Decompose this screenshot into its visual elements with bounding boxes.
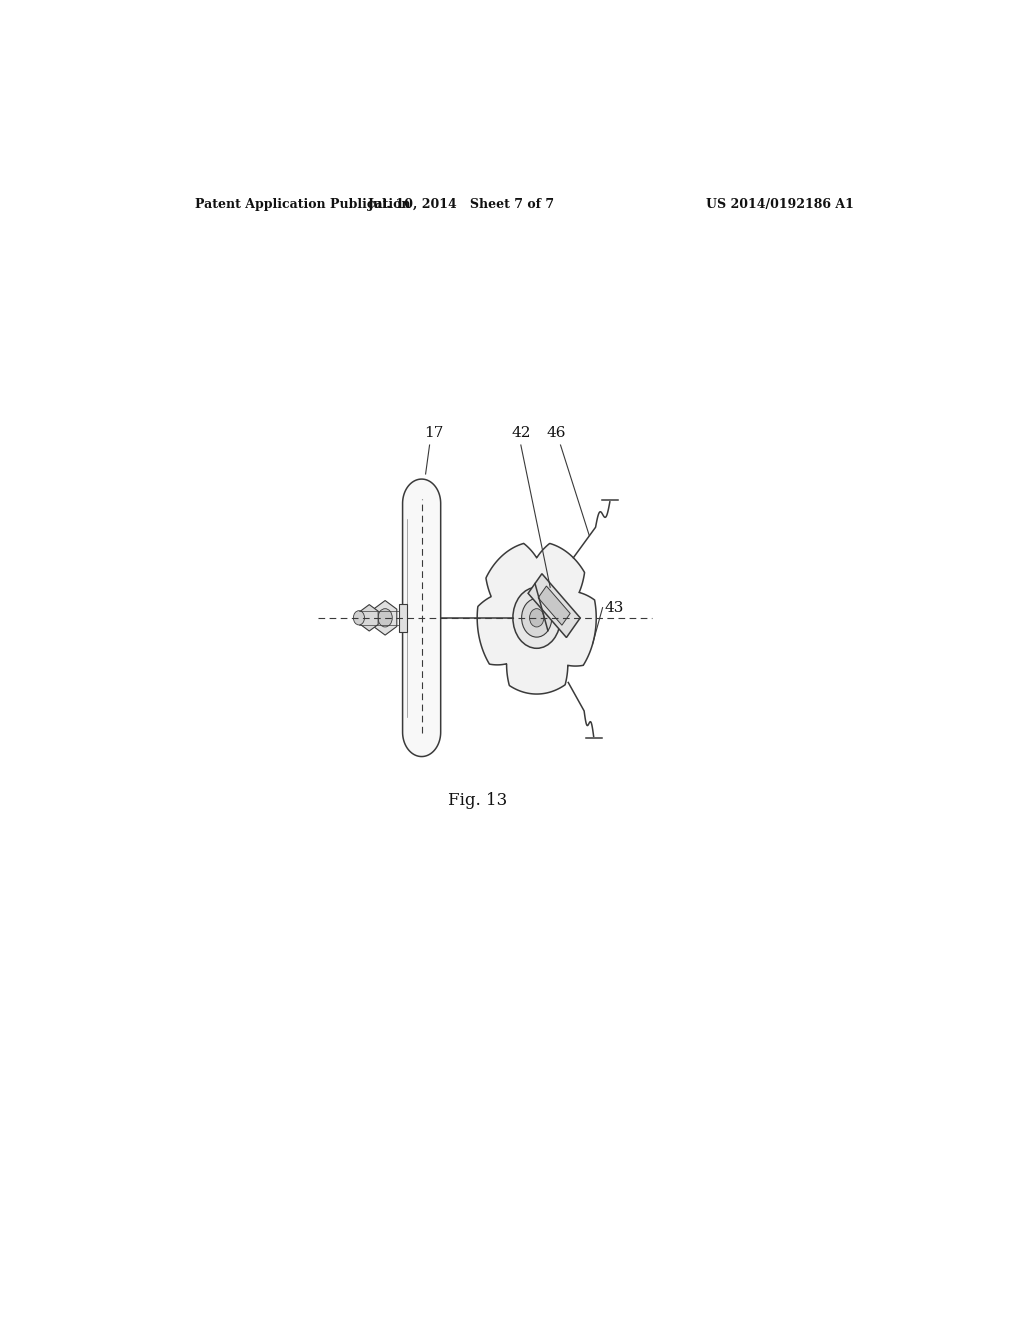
Polygon shape: [374, 601, 397, 635]
Text: 43: 43: [604, 601, 624, 615]
Polygon shape: [539, 586, 570, 626]
Circle shape: [353, 611, 365, 624]
Circle shape: [529, 609, 544, 627]
Text: US 2014/0192186 A1: US 2014/0192186 A1: [707, 198, 854, 211]
Circle shape: [378, 609, 392, 627]
Circle shape: [521, 598, 552, 638]
Polygon shape: [477, 544, 596, 694]
Text: Jul. 10, 2014   Sheet 7 of 7: Jul. 10, 2014 Sheet 7 of 7: [368, 198, 555, 211]
Text: 17: 17: [424, 426, 443, 440]
Text: Patent Application Publication: Patent Application Publication: [196, 198, 411, 211]
Circle shape: [513, 587, 560, 648]
Text: Fig. 13: Fig. 13: [447, 792, 507, 809]
Polygon shape: [402, 479, 440, 756]
Text: 42: 42: [511, 426, 530, 440]
Text: 46: 46: [547, 426, 566, 440]
Polygon shape: [360, 605, 378, 631]
Bar: [398, 603, 407, 632]
Polygon shape: [528, 574, 581, 638]
